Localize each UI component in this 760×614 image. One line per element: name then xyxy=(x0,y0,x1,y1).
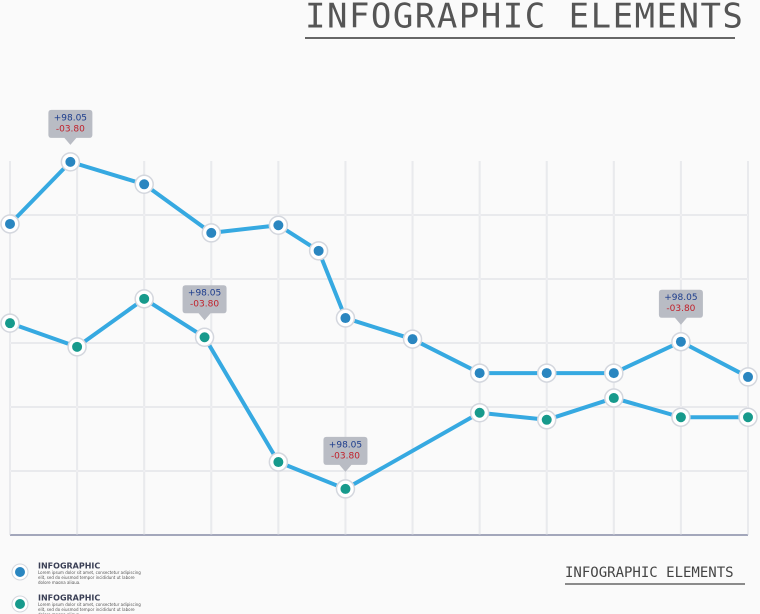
legend-label: INFOGRAPHIC xyxy=(38,562,100,571)
point xyxy=(134,289,154,309)
callout-text: +98.05 xyxy=(54,113,87,123)
line-layer xyxy=(8,159,749,491)
callout: +98.05-03.80 xyxy=(323,436,368,472)
point xyxy=(335,308,356,328)
point xyxy=(536,363,557,383)
point xyxy=(604,388,624,408)
point-dot xyxy=(313,245,324,256)
annotation-layer: +98.05-03.80+98.05-03.80+98.05-03.80+98.… xyxy=(48,109,703,472)
point-dot xyxy=(139,179,150,190)
point-dot xyxy=(273,457,284,468)
point xyxy=(67,337,87,357)
point-dot xyxy=(608,368,619,379)
point xyxy=(335,479,356,499)
point-dot xyxy=(199,332,210,343)
point xyxy=(0,313,20,333)
chart-title: INFOGRAPHIC ELEMENTS xyxy=(305,0,744,37)
point-dot xyxy=(65,156,76,167)
point-dot xyxy=(206,227,217,238)
point-dot xyxy=(474,368,485,379)
point-dot xyxy=(72,341,83,352)
point xyxy=(60,152,81,172)
point-dot xyxy=(541,414,552,425)
callout: +98.05-03.80 xyxy=(658,289,703,325)
callout-text: -03.80 xyxy=(331,451,360,461)
point-dot xyxy=(474,407,485,418)
point-dot xyxy=(541,368,552,379)
footer-title: INFOGRAPHIC ELEMENTS xyxy=(565,565,734,581)
callout-box xyxy=(323,436,368,472)
point xyxy=(738,407,758,427)
callout-box xyxy=(658,289,703,325)
point-dot xyxy=(340,483,351,494)
legend-description: Lorem ipsum dolor sit amet, consectetur … xyxy=(38,570,141,584)
point-dot xyxy=(273,220,284,231)
legend-desc-box: Lorem ipsum dolor sit amet, consectetur … xyxy=(38,570,141,584)
callout-text: -03.80 xyxy=(56,124,85,134)
callout-box xyxy=(182,285,227,321)
callout: +98.05-03.80 xyxy=(182,285,227,321)
point xyxy=(308,241,329,261)
point-dot xyxy=(5,218,15,229)
point-dot xyxy=(340,313,351,324)
callout: +98.05-03.80 xyxy=(48,109,93,145)
legend-dot xyxy=(15,599,25,609)
legend-dot xyxy=(15,567,25,577)
legend-label: INFOGRAPHIC xyxy=(38,594,100,603)
point-dot xyxy=(5,318,15,329)
point xyxy=(738,367,758,387)
grid-over xyxy=(9,161,749,536)
point xyxy=(604,363,624,383)
callout-text: -03.80 xyxy=(666,304,695,314)
point xyxy=(194,327,215,347)
point xyxy=(536,410,557,430)
point xyxy=(268,452,289,472)
point-dot xyxy=(675,336,686,347)
point xyxy=(469,363,490,383)
point xyxy=(0,214,20,234)
point-dot xyxy=(743,412,753,423)
point-dot xyxy=(608,393,619,404)
grid-under xyxy=(9,161,749,536)
point xyxy=(671,407,691,427)
point xyxy=(201,223,222,243)
callout-text: +98.05 xyxy=(664,293,697,303)
point-dot xyxy=(743,371,753,382)
point xyxy=(402,329,423,349)
point-dot xyxy=(139,293,150,304)
callout-box xyxy=(48,109,93,145)
callout-text: -03.80 xyxy=(190,300,219,310)
callout-text: +98.05 xyxy=(329,440,362,450)
point-dot xyxy=(675,412,686,423)
point xyxy=(268,215,289,235)
legend-description: Lorem ipsum dolor sit amet, consectetur … xyxy=(38,602,141,614)
point xyxy=(134,174,154,195)
line xyxy=(8,159,749,379)
point xyxy=(469,403,490,423)
marker-layer xyxy=(0,152,758,499)
point-dot xyxy=(407,334,418,345)
callout-text: +98.05 xyxy=(188,289,221,299)
point xyxy=(671,331,691,352)
legend-desc-box: Lorem ipsum dolor sit amet, consectetur … xyxy=(38,602,141,614)
